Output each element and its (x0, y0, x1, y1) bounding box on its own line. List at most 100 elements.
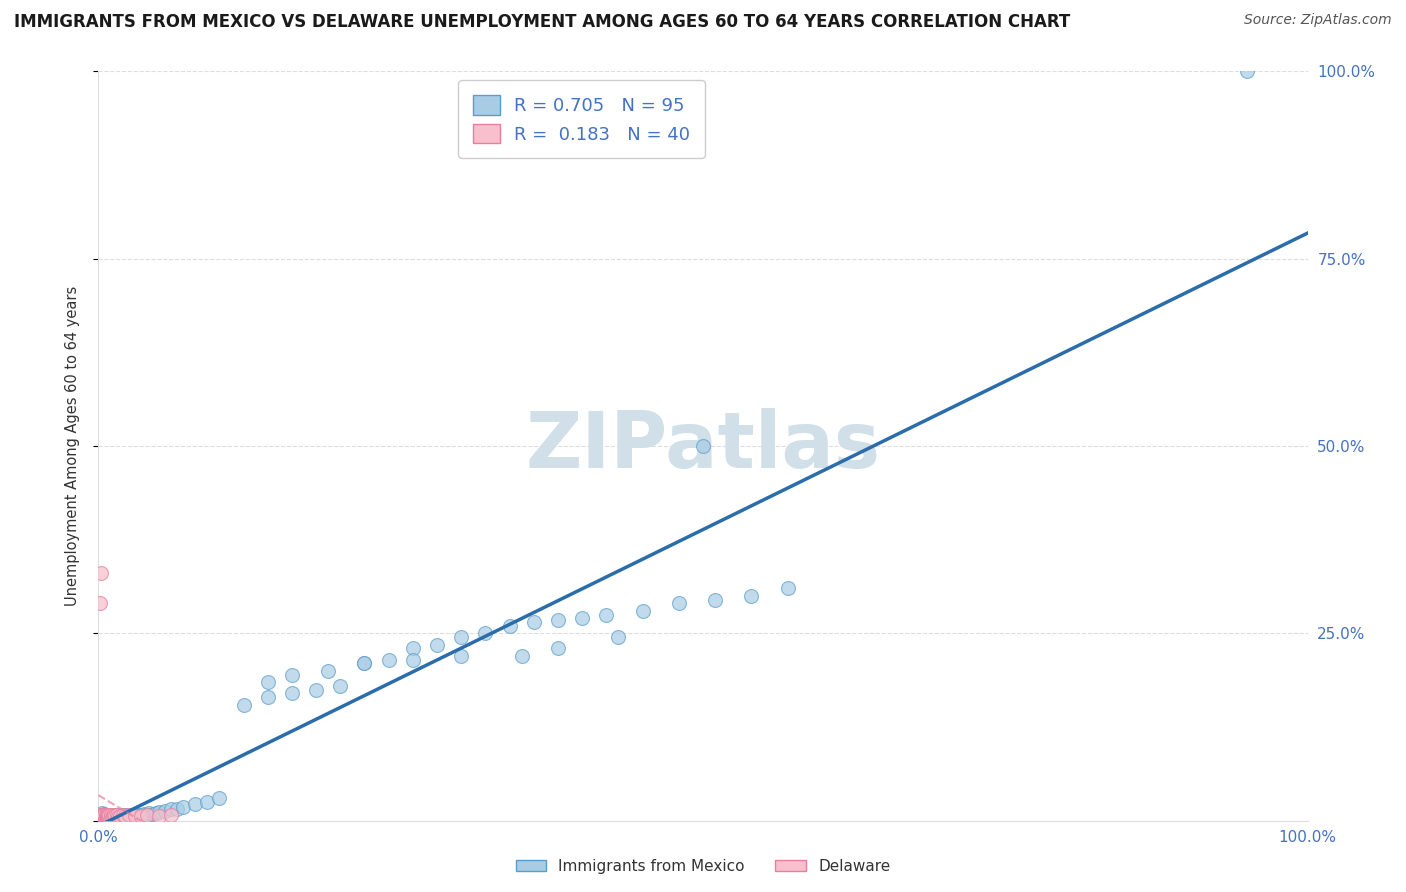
Point (105, 808, 128, 822)
Point (96, 809, 118, 823)
Point (402, 652, 425, 666)
Point (93, 810, 115, 824)
Point (256, 675, 278, 690)
Point (108, 809, 131, 823)
Point (107, 809, 129, 823)
Point (91, 808, 114, 822)
Point (131, 808, 153, 822)
Point (184, 797, 207, 812)
Point (353, 657, 375, 671)
Point (93, 809, 115, 823)
Point (523, 615, 546, 629)
Point (402, 641, 425, 656)
Point (100, 809, 122, 823)
Point (740, 589, 762, 603)
Point (90, 807, 112, 822)
Point (135, 808, 157, 822)
Point (90, 809, 112, 823)
Point (118, 810, 141, 824)
Point (256, 690, 278, 704)
Point (98, 809, 121, 823)
Point (90, 808, 112, 822)
Point (111, 808, 134, 822)
Point (704, 592, 727, 607)
Point (97, 810, 120, 824)
Point (692, 439, 714, 453)
Point (93, 807, 115, 822)
Point (112, 807, 135, 822)
Point (595, 607, 617, 622)
Point (93, 811, 115, 825)
Point (353, 657, 375, 671)
Point (377, 652, 399, 666)
Point (89, 596, 111, 610)
Point (111, 809, 134, 823)
Point (91, 808, 114, 822)
Point (97, 809, 120, 823)
Point (97, 810, 120, 824)
Point (776, 582, 799, 596)
Point (510, 648, 533, 663)
Point (124, 809, 146, 823)
Point (547, 613, 569, 627)
Point (91, 810, 114, 824)
Y-axis label: Unemployment Among Ages 60 to 64 years: Unemployment Among Ages 60 to 64 years (65, 285, 80, 607)
Point (114, 809, 136, 823)
Point (98, 811, 121, 825)
Point (100, 810, 122, 824)
Point (129, 809, 152, 823)
Point (91, 811, 114, 825)
Point (142, 806, 165, 821)
Point (91, 807, 114, 822)
Point (103, 808, 125, 822)
Point (316, 664, 339, 678)
Point (98, 807, 121, 822)
Legend: R = 0.705   N = 95, R =  0.183   N = 40: R = 0.705 N = 95, R = 0.183 N = 40 (458, 80, 704, 158)
Point (89, 810, 111, 824)
Point (94, 810, 117, 824)
Point (110, 810, 132, 824)
Point (668, 596, 690, 610)
Point (101, 808, 124, 822)
Point (108, 810, 131, 824)
Point (94, 809, 117, 823)
Point (90, 566, 112, 581)
Point (148, 805, 170, 819)
Point (1236, 64, 1258, 78)
Point (101, 810, 124, 824)
Point (115, 809, 138, 823)
Point (94, 811, 117, 825)
Point (97, 808, 120, 822)
Point (281, 686, 304, 700)
Point (160, 808, 183, 822)
Point (607, 630, 630, 644)
Point (103, 809, 125, 823)
Point (631, 604, 654, 618)
Point (103, 810, 125, 824)
Point (450, 630, 472, 644)
Point (128, 807, 150, 822)
Point (100, 809, 122, 823)
Point (107, 810, 129, 824)
Point (91, 811, 114, 825)
Point (121, 807, 143, 822)
Point (105, 809, 128, 823)
Point (118, 808, 141, 822)
Point (135, 807, 157, 822)
Point (91, 809, 114, 823)
Point (91, 810, 114, 824)
Point (100, 807, 122, 822)
Point (498, 619, 520, 633)
Point (329, 679, 352, 693)
Point (93, 806, 115, 821)
Point (89, 810, 111, 824)
Legend: Immigrants from Mexico, Delaware: Immigrants from Mexico, Delaware (509, 853, 897, 880)
Point (120, 809, 142, 823)
Point (91, 810, 114, 824)
Point (105, 810, 128, 824)
Point (547, 641, 569, 656)
Point (450, 648, 472, 663)
Point (114, 810, 136, 824)
Point (571, 611, 593, 625)
Point (100, 810, 122, 824)
